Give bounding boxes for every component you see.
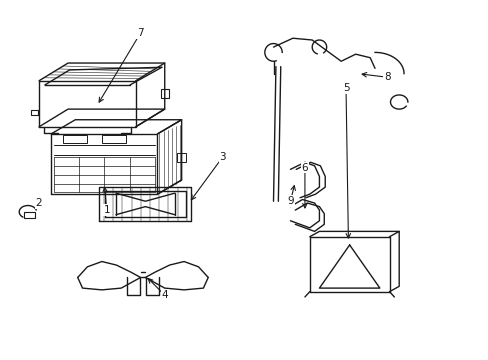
Text: 8: 8 [383, 72, 389, 82]
Bar [161, 89, 168, 98]
Bar [102, 135, 126, 143]
Text: 3: 3 [219, 152, 225, 162]
Bar [63, 135, 87, 143]
Text: 9: 9 [286, 196, 293, 206]
Text: 2: 2 [36, 198, 42, 208]
Text: 5: 5 [342, 83, 348, 93]
Text: 6: 6 [301, 163, 307, 172]
Bar [24, 212, 35, 218]
Text: 4: 4 [161, 290, 168, 300]
Bar [177, 153, 185, 162]
Text: 7: 7 [137, 28, 143, 38]
Bar [30, 110, 38, 115]
Text: 1: 1 [103, 205, 110, 215]
